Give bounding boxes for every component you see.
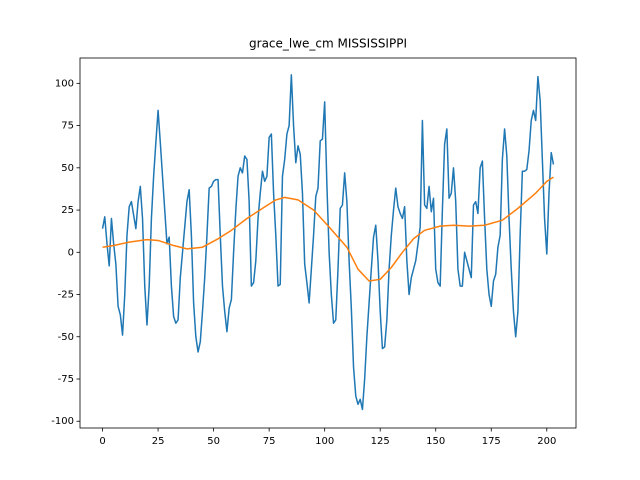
series-line bbox=[101, 74, 555, 411]
y-tick-label: -75 bbox=[58, 374, 74, 385]
y-tick-label: 100 bbox=[55, 78, 74, 89]
x-tick-label: 0 bbox=[99, 436, 105, 447]
y-tick-label: 25 bbox=[61, 205, 74, 216]
y-tick-label: -100 bbox=[51, 416, 74, 427]
y-tick-label: 75 bbox=[61, 121, 74, 132]
y-tick-label: 50 bbox=[61, 163, 74, 174]
x-tick-label: 25 bbox=[152, 436, 165, 447]
x-tick-label: 50 bbox=[207, 436, 220, 447]
x-tick-label: 200 bbox=[537, 436, 556, 447]
chart-title: grace_lwe_cm MISSISSIPPI bbox=[249, 37, 407, 51]
y-tick-label: 0 bbox=[68, 247, 74, 258]
y-tick-label: -25 bbox=[58, 290, 74, 301]
x-tick-label: 175 bbox=[482, 436, 501, 447]
x-tick-label: 100 bbox=[315, 436, 334, 447]
series-line bbox=[102, 176, 554, 282]
plot-frame bbox=[79, 57, 577, 429]
x-tick-label: 150 bbox=[426, 436, 445, 447]
y-tick-label: -50 bbox=[58, 332, 74, 343]
x-tick-label: 75 bbox=[263, 436, 276, 447]
x-tick-label: 125 bbox=[371, 436, 390, 447]
